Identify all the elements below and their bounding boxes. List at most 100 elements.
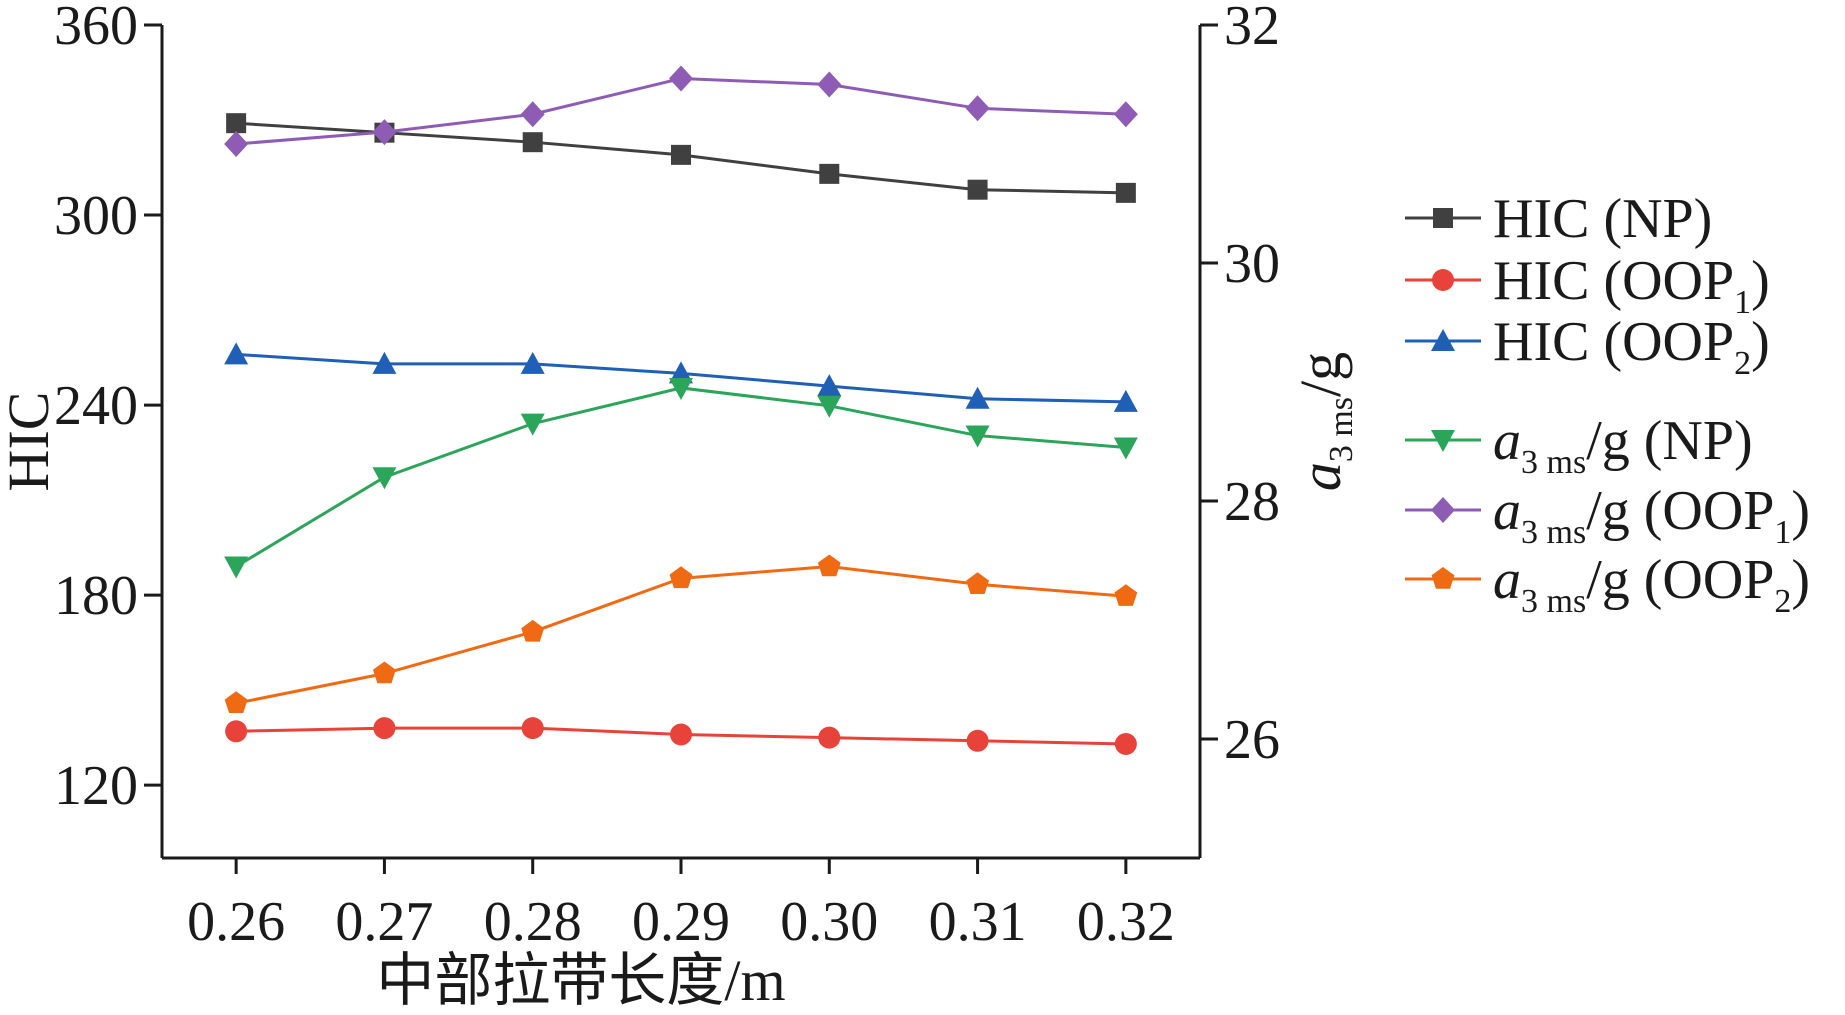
y-axis-title-right-tail: /g [1288, 352, 1353, 397]
x-tick-label: 0.27 [335, 891, 433, 953]
legend-marker [1431, 430, 1455, 452]
legend-label-tail: ) [1751, 250, 1770, 312]
x-tick-label: 0.30 [780, 891, 878, 953]
series-1 [226, 113, 1136, 203]
legend-label-sub2: 2 [1774, 583, 1791, 620]
legend-label: HIC (NP) [1493, 188, 1712, 250]
data-point [521, 619, 545, 642]
data-point [819, 163, 840, 184]
series-5 [224, 65, 1138, 157]
legend-label-sub: 1 [1734, 284, 1751, 321]
legend-item: HIC (OOP2) [1405, 311, 1770, 382]
data-point [965, 95, 990, 122]
legend-label-text: HIC (OOP [1493, 250, 1734, 312]
legend-marker [1432, 269, 1454, 291]
legend-label-sub2: 1 [1774, 514, 1791, 551]
legend-label: HIC (OOP2) [1493, 311, 1770, 382]
data-point [1114, 732, 1137, 755]
data-point [1114, 584, 1138, 606]
legend-marker [1431, 497, 1455, 523]
data-point [1113, 437, 1138, 460]
tick-labels: 120 180 240 300 360 26 28 30 32 0.26 0.27 0.28 0.29 0… [54, 0, 1280, 953]
legend-item: a3 ms/g (NP) [1405, 410, 1753, 481]
series-4 [224, 377, 1138, 579]
data-point [817, 554, 841, 577]
data-point [669, 361, 693, 384]
data-point [522, 132, 543, 153]
series-line [235, 386, 1126, 568]
legend-marker [1431, 329, 1455, 351]
data-point [1113, 389, 1138, 412]
data-point [966, 572, 989, 594]
data-point [225, 720, 248, 743]
data-point [670, 723, 692, 746]
data-point [372, 119, 397, 146]
legend-label-tail2: ) [1791, 480, 1810, 542]
data-point [817, 374, 842, 397]
legend-label-sub: 3 ms [1521, 514, 1586, 551]
legend: HIC (NP)HIC (OOP1)HIC (OOP2)a3 ms/g (NP)… [1405, 188, 1810, 620]
data-point [224, 691, 248, 713]
x-tick-label: 0.28 [484, 891, 582, 953]
series-3 [224, 342, 1138, 412]
data-point [817, 395, 842, 418]
data-point [669, 377, 693, 400]
y-right-tick-label: 30 [1224, 233, 1280, 295]
legend-label-text: HIC (NP) [1493, 188, 1712, 250]
data-point [373, 717, 396, 740]
legend-label-tail: ) [1751, 311, 1770, 373]
x-tick-label: 0.29 [632, 891, 730, 953]
legend-label-sub: 3 ms [1521, 583, 1586, 620]
legend-label-tail: /g (OOP [1586, 549, 1774, 611]
data-point [372, 351, 397, 374]
data-point [224, 342, 249, 365]
data-point [224, 556, 249, 579]
y-left-tick-label: 240 [54, 375, 138, 437]
data-point [669, 65, 693, 92]
data-point [818, 726, 841, 749]
series-2 [225, 717, 1137, 755]
legend-label-text: a [1493, 549, 1521, 611]
y-axis-title-right-sub: 3 ms [1323, 397, 1360, 462]
data-point [669, 566, 693, 589]
x-tick-label: 0.32 [1077, 891, 1175, 953]
legend-label-sub: 2 [1734, 345, 1751, 382]
data-point [520, 413, 545, 436]
y-axis-title-right: a3 ms/g [1288, 352, 1360, 491]
data-point [965, 386, 990, 409]
y-left-tick-label: 180 [54, 565, 138, 627]
legend-label: HIC (OOP1) [1493, 250, 1770, 321]
legend-label-text: HIC (OOP [1493, 311, 1734, 373]
y-left-tick-label: 360 [54, 0, 138, 57]
y-right-tick-label: 32 [1224, 0, 1280, 57]
legend-label: a3 ms/g (OOP1) [1493, 480, 1810, 551]
data-point [671, 144, 691, 165]
legend-label-tail: /g (NP) [1586, 410, 1752, 472]
series-6 [224, 554, 1138, 713]
data-point [965, 425, 990, 448]
data-point [226, 113, 247, 134]
series-layer [224, 65, 1138, 755]
data-point [817, 71, 842, 98]
legend-item: HIC (NP) [1405, 188, 1712, 250]
data-point [966, 729, 989, 752]
legend-item: a3 ms/g (OOP2) [1405, 549, 1810, 620]
legend-label-tail2: ) [1791, 549, 1810, 611]
legend-label: a3 ms/g (NP) [1493, 410, 1753, 481]
data-point [1115, 182, 1136, 203]
y-left-tick-label: 300 [54, 185, 138, 247]
legend-item: a3 ms/g (OOP1) [1405, 480, 1810, 551]
data-point [520, 101, 545, 128]
data-point [967, 179, 988, 200]
y-right-tick-label: 26 [1224, 709, 1280, 771]
x-axis-title: 中部拉带长度/m [376, 948, 785, 1013]
y-left-tick-label: 120 [54, 755, 138, 817]
data-point [372, 467, 397, 490]
legend-label-text: a [1493, 410, 1521, 472]
y-axis-title-right-main: a [1288, 462, 1353, 491]
legend-marker [1433, 208, 1453, 228]
data-point [1113, 101, 1138, 128]
x-tick-label: 0.26 [187, 891, 285, 953]
y-axis-title-left: HIC [0, 392, 61, 492]
